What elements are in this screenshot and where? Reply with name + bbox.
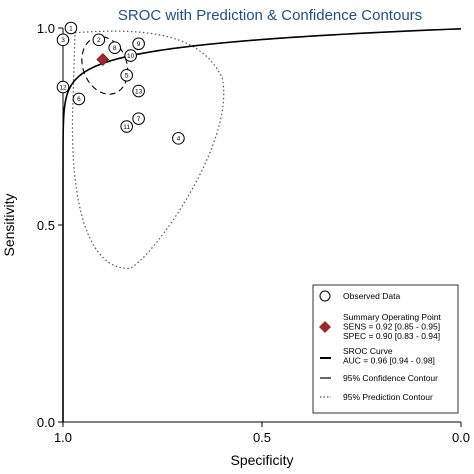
legend-entry-text: 95% Prediction Contour — [343, 392, 433, 402]
legend-entry-text: Summary Operating Point — [343, 312, 441, 322]
observed-study-point: 5 — [120, 68, 133, 82]
observed-study-point: 11 — [120, 120, 133, 133]
legend-entry-text: AUC = 0.96 [0.94 - 0.98] — [343, 356, 435, 366]
study-marker — [108, 41, 122, 55]
y-tick-label: 0.5 — [37, 218, 55, 233]
study-label: 2 — [97, 37, 101, 44]
legend-entry-text: SENS = 0.92 [0.85 - 0.95] — [343, 322, 440, 332]
study-label: 7 — [137, 116, 141, 123]
legend: Observed Data Summary Operating PointSENS… — [312, 284, 459, 414]
observed-study-point: 3 — [56, 33, 70, 47]
study-marker — [120, 68, 133, 82]
legend-box — [312, 284, 459, 414]
study-marker — [56, 80, 70, 94]
legend-entry-text: 95% Confidence Contour — [343, 373, 438, 383]
study-label: 13 — [135, 88, 143, 95]
observed-study-point: 13 — [132, 84, 145, 98]
summary-operating-point — [96, 53, 110, 66]
study-marker — [132, 112, 145, 125]
study-label: 1 — [69, 25, 73, 32]
legend-summary-symbol — [319, 321, 331, 333]
observed-study-point: 8 — [108, 41, 122, 55]
study-label: 6 — [77, 96, 81, 103]
study-marker — [132, 37, 145, 51]
y-tick-label: 0.0 — [37, 415, 55, 430]
study-marker — [92, 33, 106, 47]
study-marker — [120, 120, 133, 133]
x-tick-label: 0.5 — [253, 430, 271, 445]
sroc-curve — [62, 27, 462, 422]
observed-study-point: 12 — [56, 80, 70, 94]
study-label: 3 — [61, 37, 65, 44]
study-marker — [64, 21, 78, 35]
observed-study-point: 10 — [124, 49, 137, 62]
observed-study-point: 1 — [64, 21, 78, 35]
observed-study-point: 7 — [132, 112, 145, 125]
observed-study-point: 2 — [92, 33, 106, 47]
study-label: 4 — [177, 136, 181, 143]
study-label: 8 — [113, 45, 117, 52]
legend-entry-text: Observed Data — [343, 291, 400, 301]
study-marker — [124, 49, 137, 62]
legend-observed-symbol — [319, 290, 331, 302]
study-marker — [72, 92, 86, 106]
x-axis-title: Specificity — [230, 452, 293, 468]
legend-entry-text: SROC Curve — [343, 346, 393, 356]
observed-study-point: 6 — [72, 92, 86, 106]
study-label: 9 — [137, 41, 141, 48]
x-tick-label: 1.0 — [54, 430, 72, 445]
y-axis-title: Sensitivity — [1, 193, 17, 256]
study-marker — [56, 33, 70, 47]
study-label: 5 — [125, 73, 129, 80]
y-tick-label: 1.0 — [37, 21, 55, 36]
observed-study-point: 9 — [132, 37, 145, 51]
x-tick-label: 0.0 — [452, 430, 470, 445]
study-marker — [172, 132, 185, 145]
chart-title: SROC with Prediction & Confidence Contou… — [118, 7, 422, 24]
study-label: 10 — [127, 53, 135, 60]
study-label: 12 — [59, 84, 67, 91]
study-marker — [132, 84, 145, 98]
legend-entry-text: SPEC = 0.90 [0.83 - 0.94] — [343, 331, 440, 341]
observed-study-point: 4 — [172, 132, 185, 145]
study-label: 11 — [123, 124, 130, 131]
